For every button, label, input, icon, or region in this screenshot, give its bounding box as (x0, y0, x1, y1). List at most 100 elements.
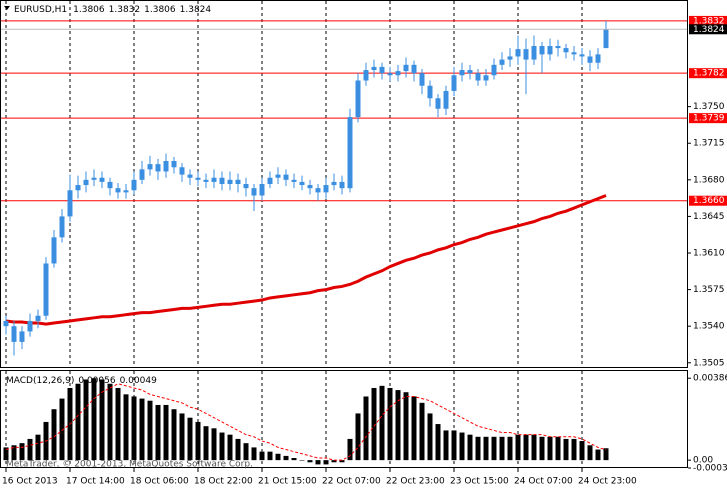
macd-bar (355, 413, 361, 461)
candle-body (219, 177, 225, 184)
macd-bar (35, 434, 41, 461)
candle-body (43, 263, 49, 316)
candle-body (555, 46, 561, 49)
macd-bar (11, 445, 17, 461)
candle-body (203, 179, 209, 182)
macd-bar (187, 417, 193, 461)
macd-bar (587, 445, 593, 461)
macd-bar (571, 438, 577, 461)
macd-bar (59, 398, 65, 461)
candle-body (395, 71, 401, 76)
macd-bar (363, 396, 369, 461)
macd-frame (0, 370, 688, 468)
candle-body (123, 190, 129, 193)
macd-bar (539, 436, 545, 461)
macd-bar (171, 409, 177, 461)
candle-body (323, 185, 329, 193)
x-tick-label: 18 Oct 06:00 (130, 477, 189, 487)
candle-body (67, 190, 73, 217)
candle-body (139, 169, 145, 180)
candle-body (427, 85, 433, 99)
macd-bar (491, 436, 497, 461)
candle-body (387, 73, 393, 76)
candle-body (171, 161, 177, 168)
macd-bar (387, 387, 393, 461)
x-tick-label: 24 Oct 23:00 (578, 477, 637, 487)
macd-bar (123, 394, 129, 461)
macd-bar (283, 455, 289, 461)
macd-bar (131, 396, 137, 461)
candle-body (531, 46, 537, 60)
macd-bar (483, 436, 489, 461)
macd-bar (515, 434, 521, 461)
candle-body (179, 167, 185, 175)
macd-bar (227, 434, 233, 461)
candle-body (475, 73, 481, 81)
candle-body (563, 48, 569, 53)
x-tick-label: 23 Oct 15:00 (450, 477, 509, 487)
macd-bar (139, 398, 145, 461)
candle-body (243, 184, 249, 189)
candle-body (443, 90, 449, 109)
level-label: 1.3739 (693, 114, 725, 124)
y-tick-label: 1.3575 (693, 285, 725, 295)
candle-body (507, 56, 513, 60)
candle-body (131, 179, 137, 191)
open: 1.3806 (73, 5, 105, 15)
macd-bar (299, 460, 305, 461)
candle-body (451, 75, 457, 91)
candle-body (51, 237, 57, 264)
candle-body (83, 179, 89, 186)
x-tick-label: 22 Oct 23:00 (386, 477, 445, 487)
level-label: 1.3782 (693, 69, 725, 79)
macd-bar (19, 443, 25, 461)
macd-bar (595, 449, 601, 461)
candle-body (211, 177, 217, 182)
candle-body (347, 117, 353, 189)
candle-body (339, 181, 345, 189)
macd-bar (107, 383, 113, 461)
macd-bar (163, 404, 169, 461)
level-label-box (689, 113, 727, 124)
macd-bar (195, 421, 201, 461)
macd-bar (83, 379, 89, 461)
macd-bar (467, 434, 473, 461)
candle-body (27, 320, 33, 332)
macd-bar (251, 447, 257, 461)
x-tick-label: 17 Oct 14:00 (66, 477, 125, 487)
candle-body (35, 315, 41, 321)
macd-bar (347, 438, 353, 461)
candle-body (107, 181, 113, 189)
level-label: 1.3832 (693, 16, 725, 26)
candle-body (435, 98, 441, 109)
level-label-box (689, 68, 727, 79)
macd-tick-label: -0.00037 (693, 464, 727, 474)
moving-average (5, 194, 607, 326)
candle-body (579, 54, 585, 57)
macd-bar (243, 443, 249, 461)
macd-bar (51, 409, 57, 461)
candle-body (331, 181, 337, 186)
macd-bar (275, 453, 281, 461)
plot-layer (1, 1, 688, 472)
candle-body (587, 56, 593, 63)
candle-body (99, 177, 105, 182)
x-tick-label: 18 Oct 22:00 (194, 477, 253, 487)
macd-bar (267, 451, 273, 461)
macd-bar (555, 436, 561, 461)
macd-bar (339, 460, 345, 463)
x-tick-label: 22 Oct 07:00 (322, 477, 381, 487)
y-tick-label: 1.3540 (693, 322, 725, 332)
x-tick-label: 24 Oct 07:00 (514, 477, 573, 487)
candle-body (11, 326, 17, 342)
macd-bar (291, 458, 297, 461)
candle-body (227, 179, 233, 184)
macd-bar (307, 460, 313, 463)
macd-bar (427, 413, 433, 461)
macd-title: MACD(12,26,9) (6, 376, 74, 386)
candle-body (251, 188, 257, 196)
candle-body (523, 49, 529, 60)
high: 1.3832 (109, 5, 141, 15)
macd-bar (499, 436, 505, 461)
